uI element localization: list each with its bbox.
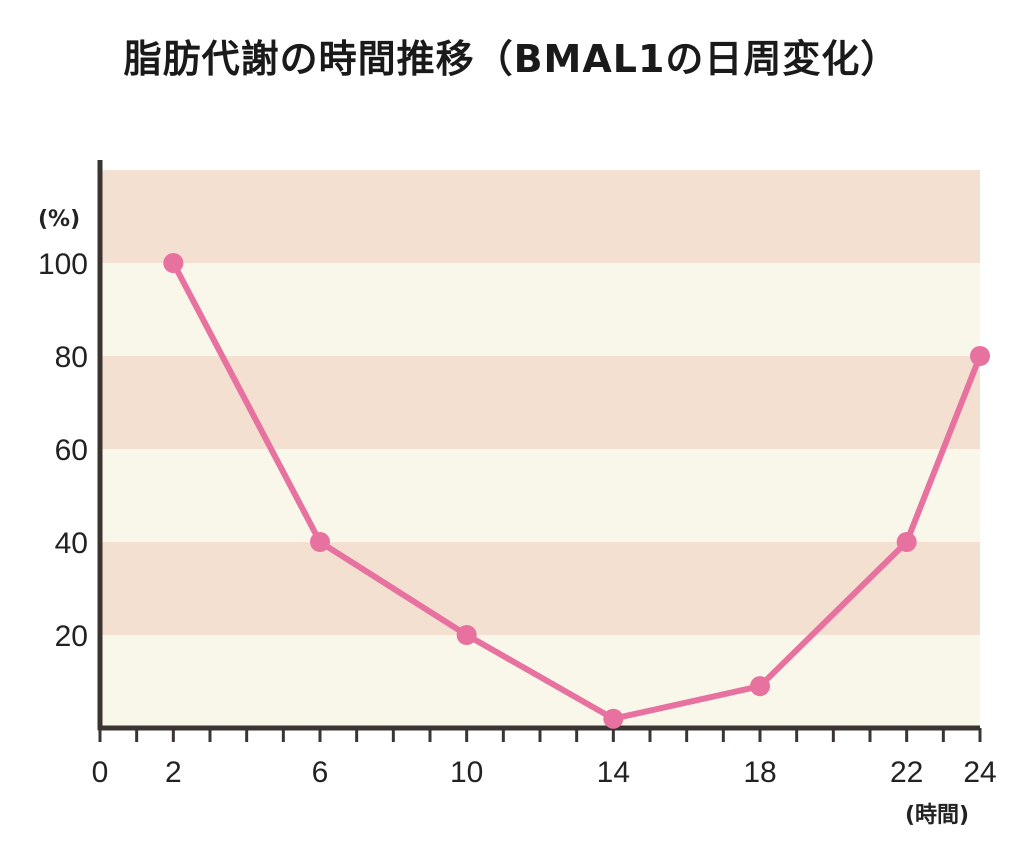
background-band [100, 263, 980, 356]
y-tick-label: 60 [55, 434, 88, 467]
y-tick-label: 40 [55, 527, 88, 560]
x-tick-label: 18 [743, 756, 776, 789]
data-point [896, 532, 917, 552]
x-tick-label: 10 [450, 756, 483, 789]
data-point [310, 532, 330, 552]
y-tick-labels: 20 40 60 80 100 [38, 248, 88, 653]
data-points [163, 253, 990, 729]
background-band [100, 542, 980, 635]
background-bands [100, 170, 980, 728]
x-tick-label: 0 [92, 756, 109, 789]
y-tick-label: 100 [38, 248, 88, 281]
x-axis-unit-label: (時間) [905, 803, 969, 828]
data-point [970, 346, 990, 366]
background-band [100, 635, 980, 728]
y-tick-label: 80 [55, 341, 88, 374]
data-point [456, 625, 477, 645]
x-tick-labels: 0 2 6 10 14 18 22 24 [92, 756, 997, 789]
background-band [100, 449, 980, 542]
chart-title: 脂肪代謝の時間推移（BMAL1の日周変化） [123, 37, 900, 81]
background-band [100, 170, 980, 263]
y-axis-unit-label: (%) [38, 207, 80, 232]
x-tick-label: 6 [312, 756, 329, 789]
data-point [163, 253, 184, 273]
data-point [603, 708, 624, 729]
x-tick-label: 14 [597, 756, 630, 789]
x-tick-label: 22 [890, 756, 923, 789]
axes [97, 160, 980, 731]
x-tick-label: 24 [963, 756, 996, 789]
y-tick-label: 20 [55, 620, 88, 653]
x-tick-label: 2 [165, 756, 182, 789]
data-point [750, 676, 770, 697]
